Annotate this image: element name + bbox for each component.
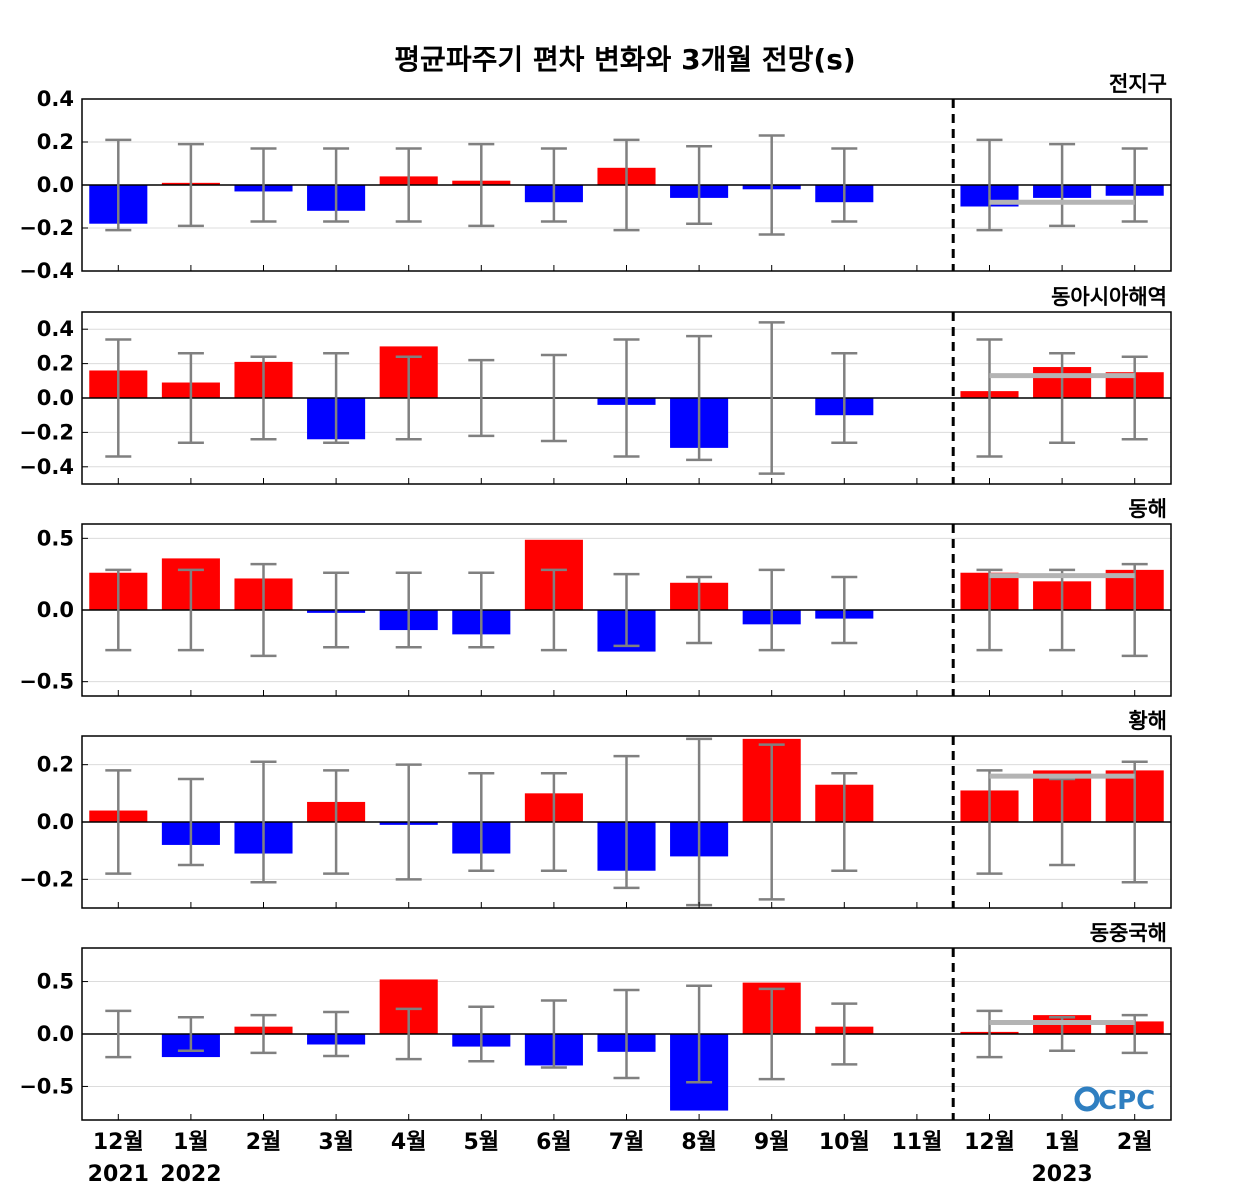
y-tick-label: 0.4 (37, 87, 74, 111)
x-tick-label: 2월 (246, 1130, 282, 1155)
x-tick-label: 8월 (681, 1130, 717, 1155)
x-tick-label: 6월 (536, 1130, 572, 1155)
x-year-label: 2021 (88, 1162, 149, 1187)
x-tick-label: 12월 (93, 1130, 144, 1155)
y-tick-label: −0.5 (19, 1074, 74, 1098)
panel-region-label: 동중국해 (1090, 921, 1167, 945)
x-tick-label: 3월 (318, 1130, 354, 1155)
x-axis: 12월 1월 2월 3월 4월 5월 6월 7월 8월 9월 10월 11월 12월 1월 2월 2021 20… (88, 1130, 1153, 1187)
logo-mark (1074, 1086, 1100, 1112)
panel-2: 동해 0.5 0.0 −0.5 (19, 497, 1172, 697)
panel-frame (81, 98, 1172, 272)
x-year-label: 2022 (160, 1162, 221, 1187)
y-tick-label: 0.0 (37, 1022, 74, 1046)
y-tick-label: −0.5 (19, 670, 74, 694)
panel-3: 황해 0.2 0.0 −0.2 (19, 709, 1172, 909)
panel-0: 전지구 0.4 0.2 0.0 −0.2 −0.4 (19, 72, 1172, 283)
y-tick-label: −0.2 (19, 216, 74, 240)
y-tick-label: 0.0 (37, 598, 74, 622)
panel-frame (81, 735, 1172, 909)
x-tick-label: 1월 (1044, 1130, 1080, 1155)
x-tick-label: 11월 (891, 1130, 942, 1155)
x-tick-label: 9월 (754, 1130, 790, 1155)
panel-region-label: 동아시아해역 (1051, 285, 1167, 309)
cpc-logo: CPC (1074, 1086, 1155, 1116)
x-tick-label: 1월 (173, 1130, 209, 1155)
x-tick-label: 4월 (391, 1130, 427, 1155)
panel-region-label: 황해 (1128, 709, 1167, 733)
panel-region-label: 동해 (1128, 497, 1167, 521)
x-tick-label: 10월 (819, 1130, 870, 1155)
y-tick-label: 0.0 (37, 386, 74, 410)
panel-frame (81, 523, 1172, 697)
logo-text: CPC (1098, 1086, 1155, 1116)
panel-frame (81, 311, 1172, 485)
x-tick-label: 5월 (464, 1130, 500, 1155)
panels-group: 전지구 0.4 0.2 0.0 −0.2 −0.4 동아시아해역 0.4 0.2 0.0 −0.2 −… (19, 72, 1172, 1121)
panel-1: 동아시아해역 0.4 0.2 0.0 −0.2 −0.4 (19, 285, 1172, 485)
y-tick-label: −0.2 (19, 867, 74, 891)
y-tick-label: −0.4 (19, 455, 74, 479)
panel-4: 동중국해 0.5 0.0 −0.5 (19, 921, 1172, 1121)
y-tick-label: 0.0 (37, 810, 74, 834)
x-tick-label: 7월 (609, 1130, 645, 1155)
y-tick-label: −0.2 (19, 420, 74, 444)
y-tick-label: 0.4 (37, 317, 74, 341)
y-tick-label: 0.2 (37, 352, 74, 376)
chart-title: 평균파주기 편차 변화와 3개월 전망(s) (394, 43, 855, 76)
y-tick-label: −0.4 (19, 259, 74, 283)
x-tick-label: 2월 (1117, 1130, 1153, 1155)
x-tick-label: 12월 (964, 1130, 1015, 1155)
panel-region-label: 전지구 (1109, 72, 1167, 96)
y-tick-label: 0.2 (37, 753, 74, 777)
x-year-label: 2023 (1031, 1162, 1092, 1187)
panel-frame (81, 947, 1172, 1121)
y-tick-label: 0.5 (37, 526, 74, 550)
y-tick-label: 0.5 (37, 970, 74, 994)
y-tick-label: 0.0 (37, 173, 74, 197)
y-tick-label: 0.2 (37, 130, 74, 154)
